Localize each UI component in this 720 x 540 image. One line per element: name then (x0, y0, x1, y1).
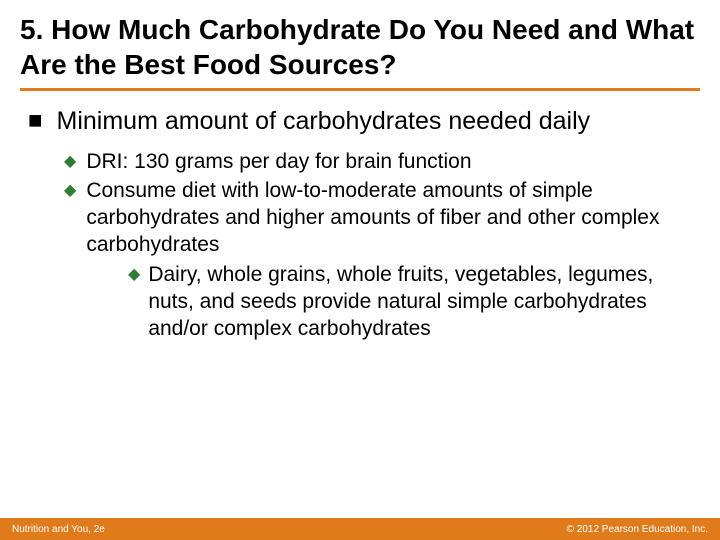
bullet-text: DRI: 130 grams per day for brain functio… (86, 148, 471, 175)
diamond-bullet-icon: ◆ (64, 151, 76, 175)
bullet-level2: ◆ DRI: 130 grams per day for brain funct… (64, 148, 700, 175)
bullet-level3-group: ◆ Dairy, whole grains, whole fruits, veg… (64, 261, 700, 343)
square-bullet-icon: ■ (28, 105, 43, 138)
bullet-level2: ◆ Consume diet with low-to-moderate amou… (64, 177, 700, 259)
title-rule (20, 88, 700, 91)
diamond-bullet-icon: ◆ (128, 264, 140, 343)
diamond-bullet-icon: ◆ (64, 180, 76, 259)
bullet-text: Minimum amount of carbohydrates needed d… (57, 105, 591, 138)
slide-footer: Nutrition and You, 2e © 2012 Pearson Edu… (0, 518, 720, 540)
slide-title: 5. How Much Carbohydrate Do You Need and… (20, 12, 700, 82)
slide: 5. How Much Carbohydrate Do You Need and… (0, 0, 720, 540)
bullet-level1: ■ Minimum amount of carbohydrates needed… (28, 105, 700, 138)
footer-right: © 2012 Pearson Education, Inc. (567, 524, 708, 535)
footer-left: Nutrition and You, 2e (12, 524, 105, 535)
bullet-text: Consume diet with low-to-moderate amount… (86, 177, 700, 259)
bullet-level2-group: ◆ DRI: 130 grams per day for brain funct… (28, 148, 700, 343)
bullet-text: Dairy, whole grains, whole fruits, veget… (148, 261, 700, 343)
bullet-level3: ◆ Dairy, whole grains, whole fruits, veg… (128, 261, 700, 343)
slide-content: ■ Minimum amount of carbohydrates needed… (20, 105, 700, 343)
